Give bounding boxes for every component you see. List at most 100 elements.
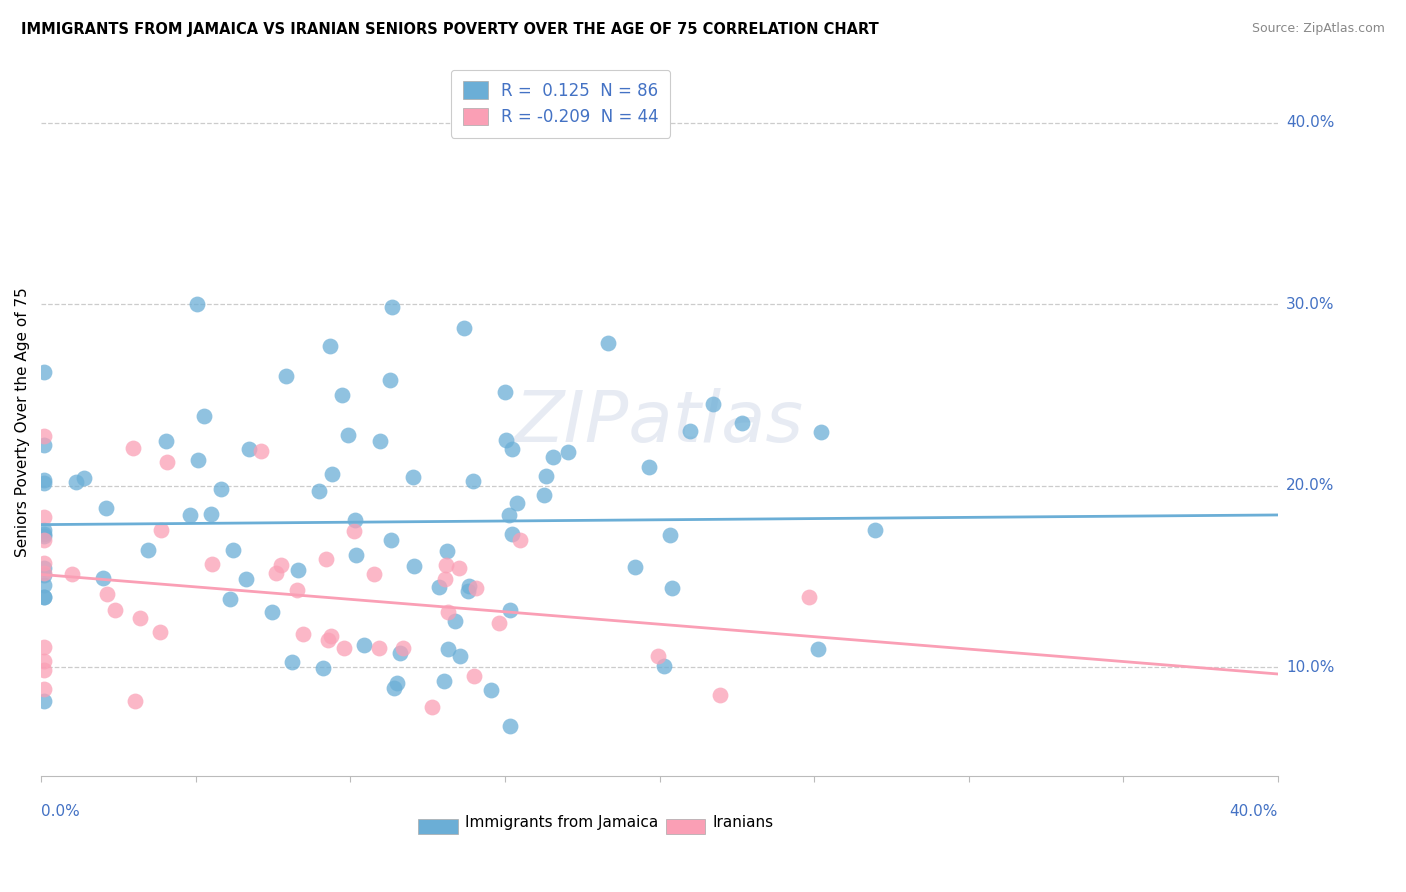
- Point: [378, 373, 401, 387]
- Point: [433, 674, 456, 689]
- Point: [91, 570, 114, 584]
- Point: [308, 483, 330, 498]
- Point: [187, 453, 209, 467]
- Point: [652, 659, 675, 673]
- Text: Immigrants from Jamaica: Immigrants from Jamaica: [465, 814, 658, 830]
- Point: [465, 581, 488, 595]
- Point: [420, 700, 443, 714]
- Point: [209, 482, 232, 496]
- Point: [509, 533, 531, 547]
- Point: [321, 467, 343, 482]
- Point: [122, 441, 145, 455]
- Point: [32, 429, 55, 443]
- Point: [433, 572, 456, 586]
- Point: [193, 409, 215, 423]
- Point: [238, 442, 260, 457]
- Point: [494, 384, 516, 399]
- Point: [363, 567, 385, 582]
- Point: [201, 557, 224, 571]
- Point: [32, 567, 55, 582]
- Point: [368, 434, 391, 448]
- Point: [624, 560, 647, 574]
- Point: [60, 567, 83, 582]
- Point: [315, 551, 337, 566]
- Point: [287, 563, 309, 577]
- Point: [498, 508, 520, 523]
- Point: [219, 592, 242, 607]
- Point: [343, 524, 366, 538]
- Point: [661, 581, 683, 595]
- Point: [32, 474, 55, 488]
- Point: [235, 573, 257, 587]
- Point: [32, 664, 55, 678]
- Point: [32, 533, 55, 547]
- Point: [488, 616, 510, 631]
- Point: [382, 681, 405, 695]
- Point: [186, 296, 208, 310]
- Point: [381, 300, 404, 314]
- Point: [499, 603, 522, 617]
- Point: [499, 719, 522, 733]
- Point: [104, 602, 127, 616]
- Point: [495, 434, 517, 448]
- Point: [32, 566, 55, 580]
- Text: IMMIGRANTS FROM JAMAICA VS IRANIAN SENIORS POVERTY OVER THE AGE OF 75 CORRELATIO: IMMIGRANTS FROM JAMAICA VS IRANIAN SENIO…: [21, 22, 879, 37]
- Point: [312, 660, 335, 674]
- Point: [807, 642, 830, 657]
- Point: [32, 529, 55, 543]
- Point: [250, 444, 273, 458]
- Legend: R =  0.125  N = 86, R = -0.209  N = 44: R = 0.125 N = 86, R = -0.209 N = 44: [451, 70, 671, 137]
- Text: Source: ZipAtlas.com: Source: ZipAtlas.com: [1251, 22, 1385, 36]
- Point: [344, 548, 367, 562]
- Point: [73, 471, 96, 485]
- Point: [32, 524, 55, 538]
- Y-axis label: Seniors Poverty Over the Age of 75: Seniors Poverty Over the Age of 75: [15, 287, 30, 558]
- Text: ZIPatlas: ZIPatlas: [515, 388, 804, 457]
- Point: [453, 321, 475, 335]
- Point: [179, 508, 201, 522]
- Point: [96, 586, 118, 600]
- Point: [865, 523, 887, 537]
- Point: [264, 566, 287, 580]
- Point: [533, 488, 555, 502]
- Point: [200, 507, 222, 521]
- Point: [427, 580, 450, 594]
- FancyBboxPatch shape: [665, 819, 706, 834]
- Point: [344, 513, 367, 527]
- Point: [32, 654, 55, 668]
- Text: Iranians: Iranians: [713, 814, 773, 830]
- Point: [32, 509, 55, 524]
- Point: [129, 611, 152, 625]
- Point: [94, 500, 117, 515]
- Point: [449, 561, 471, 575]
- Text: 30.0%: 30.0%: [1286, 297, 1334, 312]
- Point: [596, 336, 619, 351]
- Point: [149, 524, 172, 538]
- Point: [449, 648, 471, 663]
- Point: [319, 629, 342, 643]
- Point: [506, 496, 529, 510]
- Point: [222, 543, 245, 558]
- Point: [32, 365, 55, 379]
- Point: [461, 474, 484, 488]
- Point: [638, 460, 661, 475]
- Point: [32, 578, 55, 592]
- Point: [330, 388, 353, 402]
- Point: [679, 425, 702, 439]
- Text: 20.0%: 20.0%: [1286, 478, 1334, 493]
- Point: [437, 641, 460, 656]
- Point: [32, 681, 55, 696]
- Text: 40.0%: 40.0%: [1286, 115, 1334, 130]
- Point: [155, 434, 177, 449]
- Point: [262, 605, 284, 619]
- Point: [380, 533, 402, 547]
- Point: [32, 476, 55, 491]
- Point: [32, 557, 55, 571]
- Point: [32, 590, 55, 604]
- Point: [32, 438, 55, 452]
- Point: [124, 694, 146, 708]
- Point: [647, 648, 669, 663]
- Point: [285, 582, 308, 597]
- Point: [392, 640, 415, 655]
- Point: [32, 561, 55, 575]
